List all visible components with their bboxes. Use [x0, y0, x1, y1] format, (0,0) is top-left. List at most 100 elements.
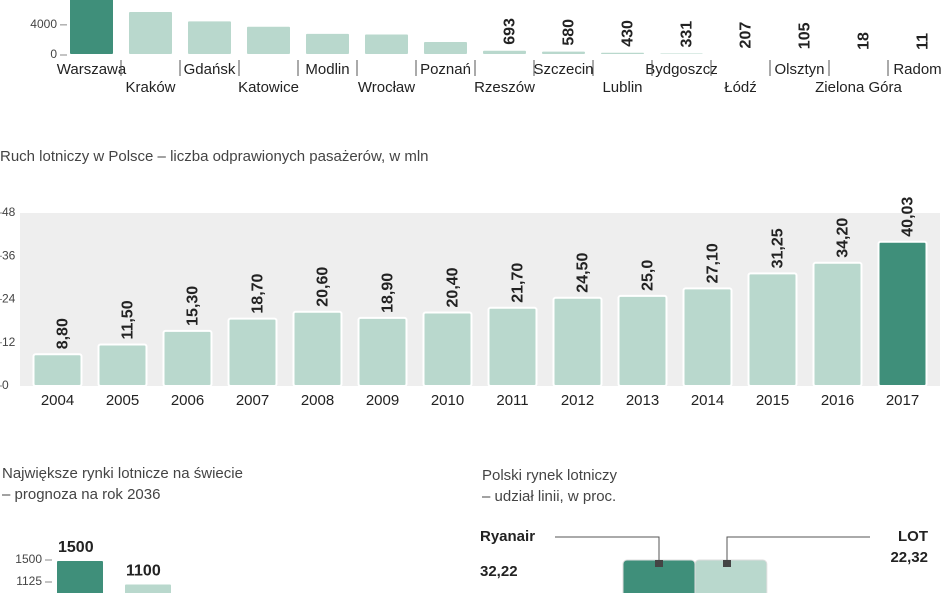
- value-label: 15,30: [185, 286, 202, 326]
- y-tick-label: 0: [50, 47, 57, 61]
- bar: [55, 559, 105, 593]
- x-tick-label: 2016: [821, 392, 854, 409]
- value-label: 207: [738, 22, 755, 49]
- bar: [617, 294, 668, 388]
- value-label: 18,90: [380, 273, 397, 313]
- x-tick-label: Zielona Góra: [815, 79, 902, 96]
- x-tick-label: Szczecin: [533, 61, 593, 78]
- bar: [682, 287, 733, 388]
- x-tick-label: 2013: [626, 392, 659, 409]
- x-tick-label: 2014: [691, 392, 724, 409]
- chart-title: – udział linii, w proc.: [482, 488, 616, 505]
- value-label: 331: [679, 21, 696, 48]
- bar: [540, 49, 587, 57]
- value-label: 18,70: [250, 273, 267, 313]
- x-tick-label: Łódź: [724, 79, 757, 96]
- bar: [304, 31, 351, 56]
- bar: [68, 0, 115, 56]
- bar: [127, 10, 174, 57]
- y-tick-label: 1500: [15, 552, 42, 566]
- x-tick-label: 2015: [756, 392, 789, 409]
- value-label: 18: [856, 32, 873, 50]
- bar: [123, 582, 173, 593]
- x-tick-label: Olsztyn: [774, 61, 824, 78]
- value-label: 40,03: [900, 197, 917, 237]
- y-tick-label: 36: [2, 248, 16, 262]
- x-tick-label: Warszawa: [57, 61, 127, 78]
- y-tick-label: 24: [2, 292, 16, 306]
- x-tick-label: Bydgoszcz: [645, 61, 718, 78]
- value-label: 580: [561, 19, 578, 46]
- value-label: 8,80: [55, 318, 72, 349]
- x-tick-label: Gdańsk: [184, 61, 236, 78]
- x-tick-label: 2006: [171, 392, 204, 409]
- bar: [363, 32, 410, 57]
- bar: [776, 53, 823, 57]
- value-label: 34,20: [835, 218, 852, 258]
- y-tick-label: 48: [2, 205, 16, 219]
- value-label: 22,32: [890, 549, 928, 566]
- x-tick-label: Lublin: [602, 79, 642, 96]
- bar: [245, 24, 292, 56]
- bar: [717, 52, 764, 56]
- x-tick-label: 2010: [431, 392, 464, 409]
- bar: [599, 50, 646, 56]
- bar: [422, 311, 473, 388]
- legend-label: LOT: [898, 528, 928, 545]
- bar: [32, 353, 83, 387]
- x-tick-label: 2017: [886, 392, 919, 409]
- bar: [552, 296, 603, 387]
- x-tick-label: 2012: [561, 392, 594, 409]
- bar: [481, 48, 528, 56]
- plot-background: [20, 213, 940, 386]
- value-label: 27,10: [705, 243, 722, 283]
- chart-title: Ruch lotniczy w Polsce – liczba odprawio…: [0, 148, 429, 165]
- value-label: 693: [502, 18, 519, 45]
- bar: [658, 51, 705, 57]
- y-tick-label: 1125: [16, 574, 42, 588]
- value-label: 11,50: [120, 300, 137, 339]
- value-label: 25,0: [640, 260, 657, 291]
- x-tick-label: Wrocław: [358, 79, 415, 96]
- chart-title: – prognoza na rok 2036: [2, 486, 160, 503]
- y-tick-label: 0: [2, 378, 9, 392]
- bar: [747, 272, 798, 387]
- x-tick-label: 2005: [106, 392, 139, 409]
- bar: [487, 306, 538, 387]
- bar: [835, 53, 882, 57]
- bar: [812, 261, 863, 387]
- chart-title: Polski rynek lotniczy: [482, 467, 618, 484]
- connector-end: [655, 560, 663, 567]
- value-label: 20,60: [315, 267, 332, 307]
- value-label: 24,50: [575, 253, 592, 293]
- bar: [162, 329, 213, 388]
- x-tick-label: Kraków: [125, 79, 175, 96]
- connector-end: [723, 560, 731, 567]
- bar: [97, 343, 148, 388]
- x-tick-label: 2011: [496, 392, 528, 409]
- connector: [555, 536, 660, 563]
- bar: [422, 40, 469, 56]
- x-tick-label: 2004: [41, 392, 74, 409]
- connector: [726, 536, 870, 563]
- bar: [186, 19, 233, 57]
- x-tick-label: Katowice: [238, 79, 299, 96]
- bar: [292, 310, 343, 388]
- bar: [227, 317, 278, 387]
- x-tick-label: 2008: [301, 392, 334, 409]
- value-label: 1500: [58, 539, 94, 556]
- y-tick-label: 4000: [30, 17, 57, 31]
- bar: [877, 240, 928, 387]
- value-label: 105: [797, 22, 814, 49]
- chart-title: Największe rynki lotnicze na świecie: [2, 465, 243, 482]
- x-tick-label: Rzeszów: [474, 79, 535, 96]
- value-label: 430: [620, 20, 637, 47]
- x-tick-label: Radom: [893, 61, 941, 78]
- x-tick-label: 2009: [366, 392, 399, 409]
- legend-label: Ryanair: [480, 528, 535, 545]
- bar: [894, 53, 941, 57]
- x-tick-label: 2007: [236, 392, 269, 409]
- value-label: 1100: [126, 563, 161, 580]
